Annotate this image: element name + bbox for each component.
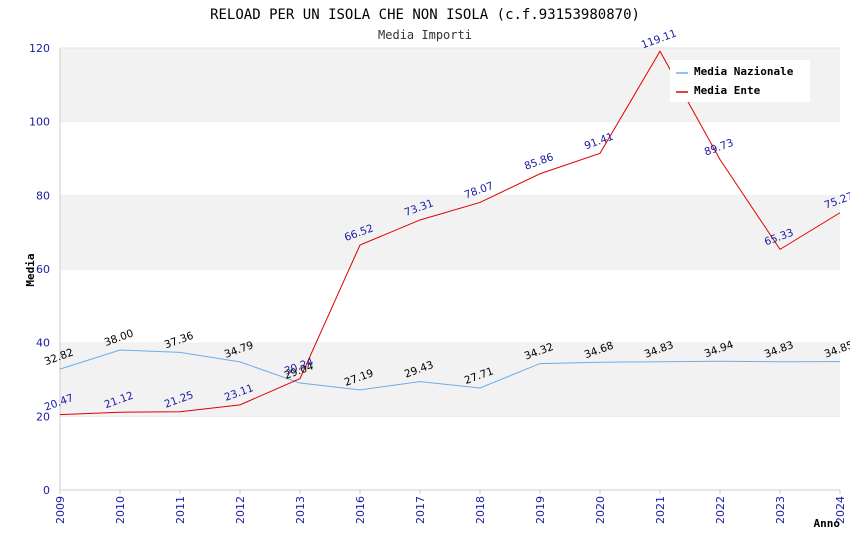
chart-subtitle: Media Importi — [378, 28, 472, 42]
grid-band — [60, 195, 840, 269]
grid-band — [60, 121, 840, 196]
series-line-media-nazionale — [59, 349, 841, 391]
x-tick-label: 2021 — [654, 496, 667, 524]
y-tick-label: 0 — [43, 484, 50, 497]
legend-box — [670, 60, 810, 102]
x-tick-label: 2023 — [774, 496, 787, 524]
legend: Media Nazionale Media Ente — [670, 60, 810, 102]
series-lines — [59, 50, 841, 416]
legend-label-media-ente: Media Ente — [694, 84, 761, 97]
x-tick-label: 2018 — [474, 496, 487, 524]
grid-band — [60, 269, 840, 343]
x-tick-label: 2022 — [714, 496, 727, 524]
x-tick-label: 2024 — [834, 496, 847, 524]
y-tick-label: 100 — [29, 116, 50, 129]
x-tick-label: 2010 — [114, 496, 127, 524]
legend-label-media-nazionale: Media Nazionale — [694, 65, 794, 78]
x-tick-label: 2017 — [414, 496, 427, 524]
x-ticks: 2009 2010 2011 2012 2013 2016 2017 2018 2019 2020… — [54, 490, 847, 524]
x-axis-label: Anno — [814, 517, 841, 530]
plot-background — [60, 47, 840, 490]
y-tick-label: 80 — [36, 189, 50, 202]
grid-band — [60, 342, 840, 417]
x-tick-label: 2020 — [594, 496, 607, 524]
y-tick-label: 20 — [36, 410, 50, 423]
y-axis-label: Media — [24, 253, 37, 286]
x-tick-label: 2011 — [174, 496, 187, 524]
x-tick-label: 2012 — [234, 496, 247, 524]
x-tick-label: 2016 — [354, 496, 367, 524]
y-tick-label: 120 — [29, 42, 50, 55]
x-tick-label: 2013 — [294, 496, 307, 524]
series-line-media-ente — [59, 50, 841, 416]
x-tick-label: 2019 — [534, 496, 547, 524]
y-ticks: 0 20 40 60 80 100 120 — [29, 42, 50, 497]
axes — [59, 48, 840, 491]
y-tick-label: 60 — [36, 263, 50, 276]
chart-title: RELOAD PER UN ISOLA CHE NON ISOLA (c.f.9… — [210, 7, 640, 23]
x-tick-label: 2009 — [54, 496, 67, 524]
grid-band — [60, 416, 840, 490]
y-tick-label: 40 — [36, 337, 50, 350]
